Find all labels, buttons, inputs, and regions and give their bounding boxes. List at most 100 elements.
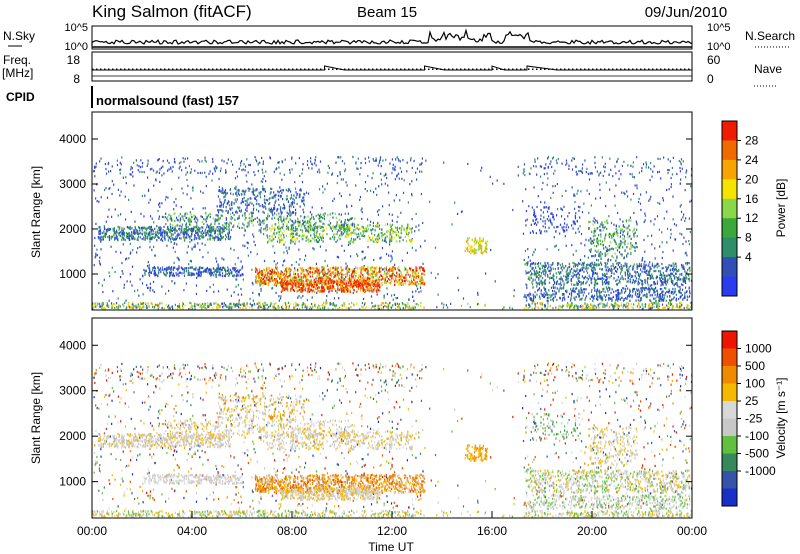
power-cell — [388, 302, 390, 305]
power-cell — [291, 278, 293, 281]
power-cell — [311, 237, 313, 240]
power-cell — [240, 161, 242, 164]
power-cell — [263, 189, 265, 192]
power-cell — [258, 293, 260, 296]
power-cell — [308, 238, 310, 241]
power-cell — [99, 263, 102, 266]
power-cell — [288, 271, 290, 274]
power-cell — [118, 227, 120, 230]
power-cell — [156, 233, 158, 236]
power-cell — [198, 236, 201, 240]
power-cell — [605, 181, 607, 184]
power-cell — [94, 305, 97, 308]
power-cell — [324, 277, 326, 280]
power-cell — [215, 228, 217, 231]
power-cell — [301, 223, 303, 226]
power-cell — [416, 281, 418, 284]
power-cell — [357, 167, 359, 171]
power-cell — [288, 188, 291, 191]
power-cell — [281, 304, 283, 307]
power-cell — [339, 192, 341, 195]
power-cell — [385, 305, 388, 309]
power-cell — [163, 307, 165, 310]
power-cell — [206, 215, 208, 218]
power-cell — [411, 269, 414, 272]
power-cell — [294, 278, 296, 281]
power-cell — [315, 235, 318, 238]
power-cell — [341, 304, 343, 307]
power-cell — [547, 305, 549, 308]
power-cell — [360, 283, 363, 286]
power-cell — [366, 189, 368, 193]
power-cell — [210, 226, 212, 229]
power-cell — [375, 268, 377, 271]
nave-dot — [336, 68, 338, 70]
power-cell — [291, 238, 293, 241]
power-cell — [368, 160, 370, 163]
power-cell — [253, 303, 256, 307]
power-cell — [351, 275, 353, 278]
power-cell — [124, 218, 127, 221]
power-cell — [682, 242, 684, 246]
power-cell — [221, 231, 224, 234]
power-cell — [384, 281, 386, 284]
power-cell — [590, 303, 592, 306]
power-cell — [340, 225, 343, 228]
power-cell — [236, 190, 238, 193]
power-cell — [539, 229, 541, 232]
power-cell — [377, 221, 379, 225]
power-cell — [338, 273, 340, 276]
power-cell — [389, 229, 391, 232]
power-cell — [389, 235, 391, 239]
power-cell — [299, 279, 301, 283]
power-cell — [668, 302, 670, 306]
power-cell — [639, 202, 642, 205]
power-cell — [196, 224, 198, 227]
power-cell — [263, 228, 265, 231]
power-cell — [354, 232, 356, 235]
power-cell — [190, 302, 192, 305]
power-cell — [599, 183, 601, 186]
power-cell — [295, 191, 297, 194]
power-cell — [560, 287, 562, 290]
power-cell — [317, 236, 320, 240]
power-cell — [654, 257, 656, 260]
power-cell — [590, 172, 592, 175]
power-cell — [381, 246, 384, 250]
power-cell — [277, 281, 279, 284]
power-cell — [352, 240, 355, 243]
power-cell — [569, 306, 571, 309]
power-cell — [301, 267, 303, 270]
power-cell — [176, 234, 178, 237]
power-cell — [120, 251, 122, 254]
power-cell — [160, 237, 163, 240]
power-cell — [96, 302, 98, 305]
power-cell — [684, 252, 686, 255]
power-cell — [278, 295, 280, 298]
power-cell — [332, 282, 334, 285]
power-cell — [99, 160, 101, 163]
power-cell — [139, 226, 141, 230]
power-cell — [130, 306, 132, 309]
power-cell — [532, 253, 534, 256]
power-cell — [276, 167, 278, 170]
power-cell — [383, 279, 386, 282]
power-cell — [560, 306, 562, 309]
power-cell — [381, 268, 384, 271]
power-cell — [190, 305, 192, 308]
power-cell — [325, 249, 327, 252]
power-cell — [435, 276, 437, 280]
power-cell — [291, 168, 293, 171]
power-cell — [354, 277, 356, 280]
power-cell — [101, 284, 103, 287]
power-cell — [148, 232, 150, 235]
power-cell — [308, 307, 311, 311]
power-cell — [370, 306, 372, 309]
power-cell — [261, 307, 263, 310]
power-cell — [369, 266, 371, 270]
power-cell — [385, 158, 387, 161]
nave-dot — [576, 68, 578, 70]
nave-dot — [124, 68, 126, 70]
power-cell — [297, 220, 299, 223]
power-cell — [679, 232, 681, 235]
